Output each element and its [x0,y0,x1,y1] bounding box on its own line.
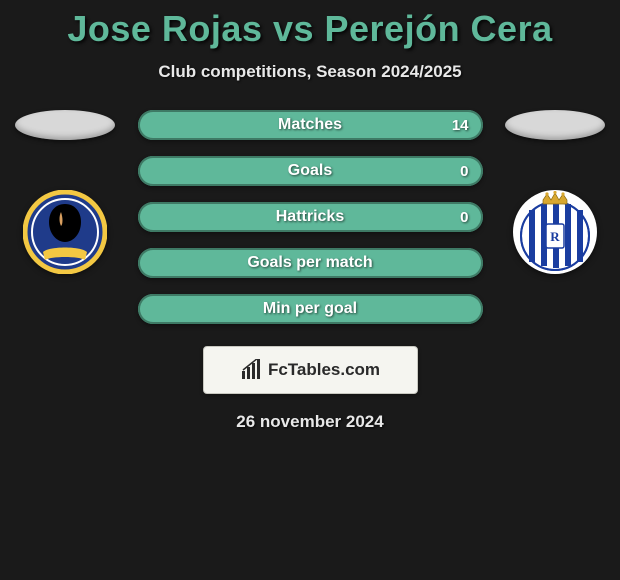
svg-text:R: R [550,229,560,244]
stat-value-right: 0 [460,209,468,226]
player-left-column [10,110,120,274]
player-right-avatar-placeholder [505,110,605,140]
stats-column: Matches 14 Goals 0 Hattricks 0 Goals per… [138,110,483,324]
recreativo-badge-icon: R [513,190,597,274]
stat-row-goals-per-match: Goals per match [138,248,483,278]
stat-value-right: 0 [460,163,468,180]
player-right-column: R [500,110,610,274]
stat-row-goals: Goals 0 [138,156,483,186]
date-label: 26 november 2024 [0,412,620,432]
club-badge-right: R [513,190,597,274]
club-badge-left [23,190,107,274]
chart-icon [240,359,262,381]
hercules-badge-icon [23,190,107,274]
stat-value-right: 14 [452,117,469,134]
player-left-avatar-placeholder [15,110,115,140]
stat-label: Goals [288,162,332,180]
stat-label: Goals per match [247,254,372,272]
page-subtitle: Club competitions, Season 2024/2025 [0,62,620,82]
comparison-row: Matches 14 Goals 0 Hattricks 0 Goals per… [0,110,620,324]
page-title: Jose Rojas vs Perejón Cera [0,0,620,50]
stat-row-min-per-goal: Min per goal [138,294,483,324]
stat-label: Hattricks [276,208,344,226]
brand-badge[interactable]: FcTables.com [203,346,418,394]
stat-label: Min per goal [263,300,357,318]
stat-label: Matches [278,116,342,134]
stat-row-hattricks: Hattricks 0 [138,202,483,232]
brand-label: FcTables.com [268,360,380,380]
stat-row-matches: Matches 14 [138,110,483,140]
